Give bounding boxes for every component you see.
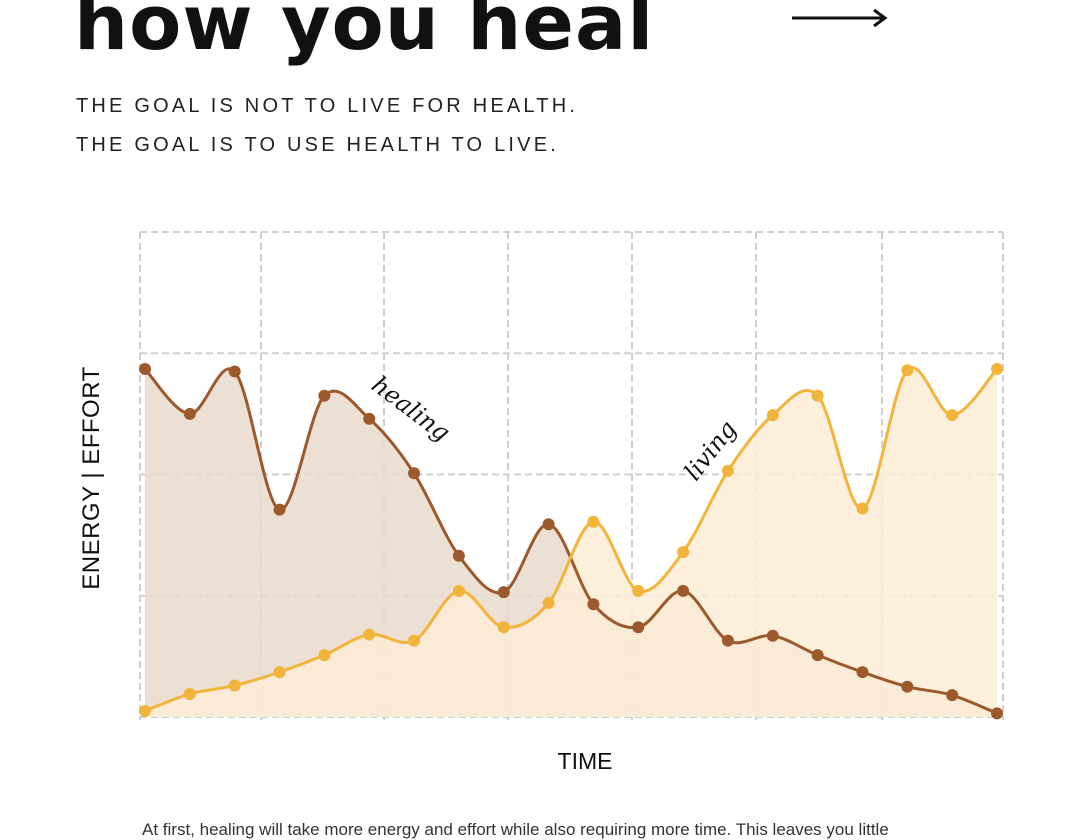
point-living-3 [273, 666, 286, 679]
area-living [145, 367, 997, 717]
point-living-18 [946, 409, 959, 422]
point-living-1 [183, 687, 196, 700]
point-healing-4 [318, 389, 331, 402]
point-healing-7 [452, 549, 465, 562]
point-healing-1 [183, 407, 196, 420]
point-healing-15 [811, 649, 824, 662]
point-living-10 [587, 515, 600, 528]
x-axis-label: TIME [558, 748, 613, 774]
chart-points [139, 363, 1003, 720]
point-healing-13 [721, 634, 734, 647]
point-living-16 [856, 502, 869, 515]
area-healing [145, 368, 997, 717]
tagline-line-1: THE GOAL IS NOT TO LIVE FOR HEALTH. [76, 95, 579, 117]
point-healing-17 [901, 680, 914, 693]
point-living-9 [542, 597, 555, 610]
point-living-17 [901, 364, 914, 377]
point-healing-16 [856, 666, 869, 679]
energy-time-chart: healing living ENERGY | EFFORT TIME [78, 231, 1004, 774]
point-living-13 [721, 464, 734, 477]
point-living-8 [497, 621, 510, 634]
point-living-4 [318, 649, 331, 662]
point-living-6 [408, 634, 421, 647]
point-healing-3 [273, 503, 286, 516]
point-healing-6 [408, 467, 421, 480]
page-title: how you heal [74, 0, 655, 67]
point-healing-9 [542, 518, 555, 531]
point-living-14 [766, 409, 779, 422]
caption-text: At first, healing will take more energy … [142, 820, 889, 839]
point-healing-14 [766, 629, 779, 642]
point-healing-18 [946, 689, 959, 702]
point-living-19 [991, 363, 1003, 376]
point-healing-5 [363, 412, 376, 425]
tagline-line-2: THE GOAL IS TO USE HEALTH TO LIVE. [76, 134, 559, 156]
point-healing-0 [139, 363, 151, 376]
point-living-5 [363, 628, 376, 641]
point-healing-10 [587, 598, 600, 611]
point-living-0 [139, 704, 151, 717]
point-healing-12 [677, 584, 690, 597]
y-axis-label: ENERGY | EFFORT [78, 366, 105, 590]
point-healing-2 [228, 365, 241, 378]
point-healing-11 [632, 621, 645, 634]
point-living-7 [452, 584, 465, 597]
arrow-right-icon [792, 8, 888, 28]
point-living-15 [811, 389, 824, 402]
point-healing-8 [497, 586, 510, 599]
chart-areas [145, 367, 997, 717]
point-living-12 [677, 546, 690, 559]
point-living-2 [228, 679, 241, 692]
point-living-11 [632, 584, 645, 597]
point-healing-19 [991, 707, 1003, 720]
